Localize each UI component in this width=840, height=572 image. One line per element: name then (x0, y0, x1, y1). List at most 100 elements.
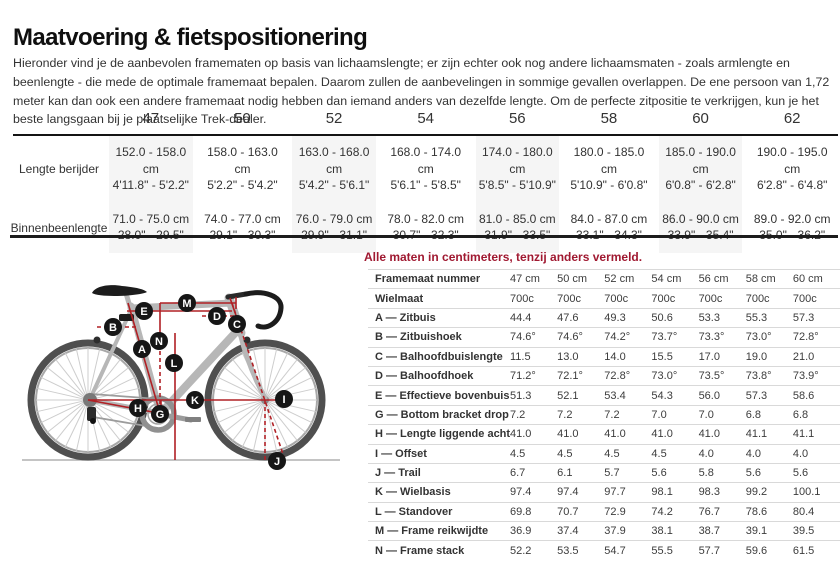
geometry-value: 97.4 (510, 486, 532, 499)
geometry-value: 52.1 (557, 389, 579, 402)
size-column-header: 58 (563, 108, 655, 136)
geometry-row: K — Wielbasis 97.4 97.4 97.7 98.1 98.3 99.2 100… (368, 482, 840, 501)
geometry-value: 50.6 (651, 311, 673, 324)
geometry-value: 61.5 (792, 544, 815, 557)
geometry-value: 57.3 (745, 389, 768, 402)
size-cm-range: 81.0 - 85.0 cm (478, 211, 556, 226)
size-cell-content: 163.0 - 168.0 cm 5'4.2" - 5'6.1" (292, 136, 376, 203)
geometry-row-label: H — Lengte liggende achtervork (375, 428, 510, 441)
svg-text:E: E (140, 306, 147, 318)
size-cell-content: 174.0 - 180.0 cm 5'8.5" - 5'10.9" (476, 136, 560, 203)
geometry-value: 41.1 (745, 428, 768, 441)
diagram-label-i: I (275, 390, 293, 408)
geometry-value: 56 cm (698, 273, 729, 286)
geometry-value: 5.6 (792, 467, 809, 480)
size-inch-range: 5'8.5" - 5'10.9" (478, 178, 556, 192)
geometry-value: 73.3° (698, 331, 725, 344)
size-table-corner (13, 108, 105, 136)
size-cm-range: 78.0 - 82.0 cm (387, 211, 465, 226)
geometry-value: 69.8 (510, 505, 532, 518)
geometry-value: 41.0 (604, 428, 626, 441)
geometry-value: 59.6 (745, 544, 768, 557)
geometry-value: 73.5° (698, 370, 725, 383)
size-cm-range: 86.0 - 90.0 cm (662, 211, 739, 226)
drivetrain (83, 393, 201, 433)
geometry-value: 74.2° (604, 331, 631, 344)
size-cm-range: 158.0 - 163.0 cm (207, 145, 278, 176)
geometry-value: 41.0 (557, 428, 579, 441)
size-row-label: Binnenbeenlengte (10, 220, 108, 235)
geometry-value: 99.2 (745, 486, 768, 499)
svg-text:C: C (233, 319, 241, 331)
geometry-value: 700c (745, 292, 770, 305)
handlebar (93, 290, 284, 344)
size-inch-range: 6'0.8" - 6'2.8" (665, 178, 736, 192)
geometry-value: 60 cm (792, 273, 823, 286)
size-cell-content: 168.0 - 174.0 cm 5'6.1" - 5'8.5" (384, 136, 468, 203)
geometry-value: 57.7 (698, 544, 720, 557)
size-cm-range: 190.0 - 195.0 cm (756, 145, 828, 176)
geometry-value: 7.0 (651, 408, 667, 421)
geometry-value: 700c (557, 292, 581, 305)
diagram-label-d: D (208, 307, 226, 325)
geometry-value: 76.7 (698, 505, 720, 518)
geometry-value: 56.0 (698, 389, 720, 402)
svg-text:J: J (274, 456, 280, 468)
size-cm-range: 163.0 - 168.0 cm (298, 145, 370, 176)
geometry-value: 58.6 (792, 389, 815, 402)
size-row-label: Lengte berijder (18, 162, 100, 177)
geometry-row: C — Balhoofdbuislengte 11.5 13.0 14.0 15.5 17… (368, 346, 840, 366)
svg-text:M: M (182, 298, 191, 310)
geometry-value: 97.7 (604, 486, 626, 499)
svg-text:N: N (155, 336, 163, 348)
geometry-value: 47.6 (557, 311, 579, 324)
geometry-value: 7.2 (510, 408, 526, 421)
geometry-value: 21.0 (792, 350, 815, 363)
geometry-row-label: N — Frame stack (375, 544, 465, 557)
size-cell-content: 81.0 - 85.0 cm31.9" - 33.5" (476, 203, 560, 253)
geometry-value: 53.3 (698, 311, 720, 324)
diagram-label-e: E (135, 302, 153, 320)
geometry-value: 4.0 (792, 447, 809, 460)
geometry-value: 74.6° (510, 331, 536, 344)
geometry-value: 100.1 (792, 486, 821, 499)
geometry-row: L — Standover 69.8 70.7 72.9 74.2 76.7 78.6 80.… (368, 501, 840, 521)
geometry-row-label: I — Offset (375, 447, 427, 460)
geometry-value: 72.9 (604, 505, 626, 518)
geometry-value: 15.5 (651, 350, 673, 363)
geometry-value: 4.5 (651, 447, 667, 460)
geometry-value: 41.0 (651, 428, 673, 441)
size-cm-range: 89.0 - 92.0 cm (753, 211, 831, 226)
size-cm-range: 180.0 - 185.0 cm (573, 145, 645, 176)
geometry-table: Framemaat nummer 47 cm 50 cm 52 cm 54 cm 56 c… (368, 269, 840, 560)
rider-size-table: 47 50 52 54 56 58 60 62 Lengte berijder 152.0 - 1… (10, 108, 838, 253)
size-column-header: 47 (105, 108, 197, 136)
size-cm-range: 174.0 - 180.0 cm (481, 145, 553, 176)
geometry-value: 71.2° (510, 370, 536, 383)
size-cell: 89.0 - 92.0 cm35.0" - 36.2" (746, 203, 838, 253)
geometry-row-label: K — Wielbasis (375, 486, 451, 499)
geometry-value: 700c (604, 292, 629, 305)
svg-text:K: K (191, 395, 199, 407)
size-column-header: 50 (196, 108, 289, 136)
size-cell: 81.0 - 85.0 cm31.9" - 33.5" (472, 202, 564, 253)
size-cell-content: 152.0 - 158.0 cm 4'11.8" - 5'2.2" (109, 136, 193, 203)
geometry-value: 54.3 (651, 389, 673, 402)
size-cell: 78.0 - 82.0 cm30.7" - 32.3" (380, 203, 472, 253)
geometry-row-label: A — Zitbuis (375, 311, 436, 324)
geometry-value: 6.8 (792, 408, 809, 421)
geometry-row-label: C — Balhoofdbuislengte (375, 350, 503, 363)
geometry-value: 13.0 (557, 350, 579, 363)
geometry-value: 52.2 (510, 544, 532, 557)
diagram-label-h: H (129, 399, 147, 417)
geometry-value: 5.7 (604, 467, 620, 480)
size-cell: 180.0 - 185.0 cm 5'10.9" - 6'0.8" (563, 136, 655, 203)
geometry-value: 7.2 (557, 408, 573, 421)
geometry-row-label: G — Bottom bracket drop (375, 408, 509, 421)
geometry-value: 57.3 (792, 311, 815, 324)
geometry-value: 38.7 (698, 525, 720, 538)
size-cell-content: 190.0 - 195.0 cm 6'2.8" - 6'4.8" (750, 136, 834, 203)
geometry-value: 37.9 (604, 525, 626, 538)
geometry-value: 70.7 (557, 505, 579, 518)
size-cell-content: 158.0 - 163.0 cm 5'2.2" - 5'4.2" (201, 136, 285, 203)
